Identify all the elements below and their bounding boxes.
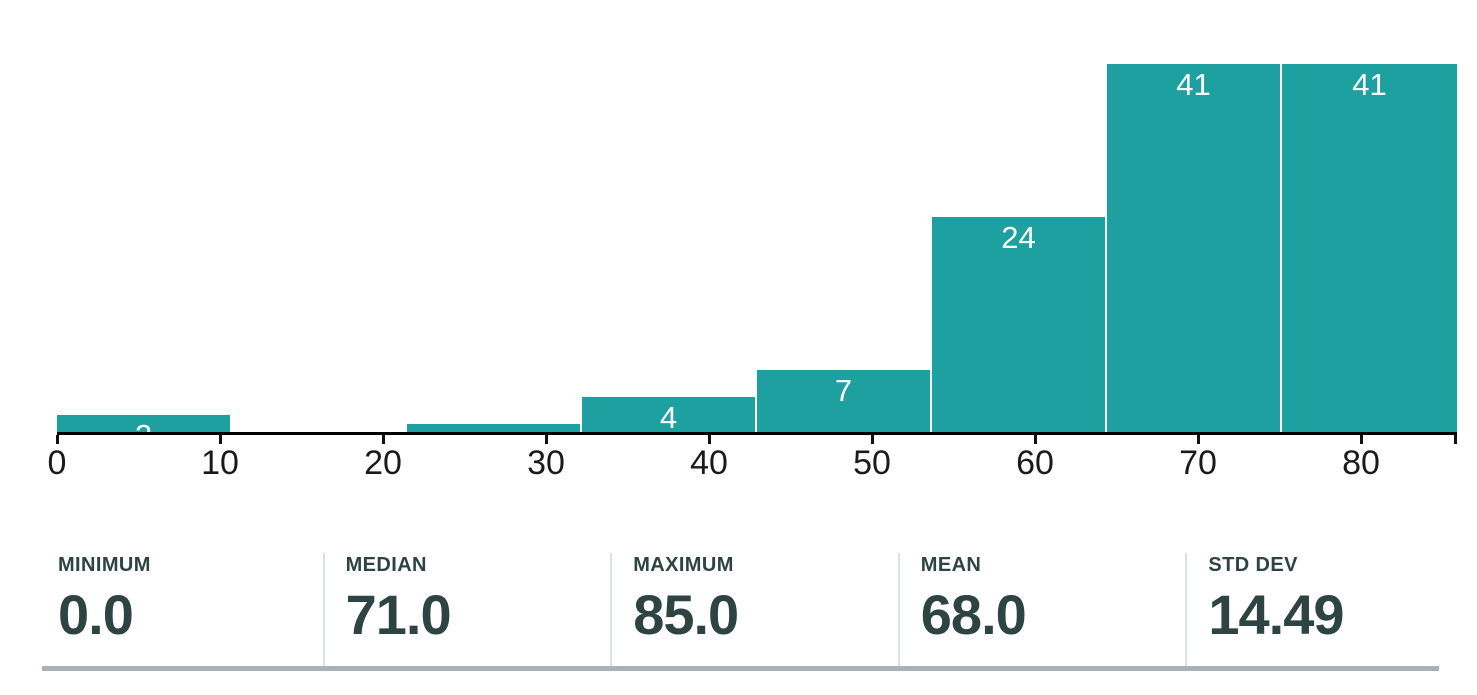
x-axis-tick	[1360, 435, 1363, 444]
x-axis-end-tick	[1454, 435, 1457, 444]
x-tick-label: 70	[1179, 444, 1217, 482]
histogram-bar[interactable]: 2	[57, 415, 230, 433]
bar-value-label: 1	[485, 427, 502, 433]
x-tick-label: 20	[364, 444, 402, 482]
stat-value: 0.0	[58, 583, 134, 646]
x-axis-tick	[1034, 435, 1037, 444]
stat-value: 85.0	[633, 583, 739, 646]
stat-label: MAXIMUM	[633, 554, 734, 576]
x-axis-line	[57, 432, 1457, 435]
bar-value-label: 2	[135, 418, 152, 433]
x-axis-tick	[219, 435, 222, 444]
stat-label: MEDIAN	[345, 554, 427, 576]
stat-label: MEAN	[920, 554, 982, 576]
stat-maximum: MAXIMUM 85.0	[610, 553, 898, 666]
bar-value-label: 7	[834, 373, 853, 408]
horizontal-scrollbar[interactable]	[42, 666, 1439, 671]
summary-stats-row: MINIMUM 0.0 MEDIAN 71.0 MAXIMUM 85.0 MEA…	[38, 553, 1473, 666]
stat-label: MINIMUM	[58, 554, 151, 576]
stat-value: 14.49	[1208, 583, 1344, 646]
x-axis-tick	[871, 435, 874, 444]
stat-minimum: MINIMUM 0.0	[38, 553, 323, 666]
stat-median: MEDIAN 71.0	[322, 553, 611, 666]
x-axis-tick	[1197, 435, 1200, 444]
x-tick-label: 80	[1342, 444, 1380, 482]
histogram-bar[interactable]: 41	[1282, 64, 1457, 433]
histogram-bar[interactable]: 41	[1107, 64, 1280, 433]
bar-value-label: 4	[659, 400, 678, 433]
stat-value: 68.0	[920, 583, 1027, 646]
x-tick-label: 30	[527, 444, 565, 482]
x-tick-label: 60	[1016, 444, 1054, 482]
stat-std-dev: STD DEV 14.49	[1185, 553, 1473, 666]
histogram-bar[interactable]: 4	[582, 397, 755, 433]
x-axis-tick	[545, 435, 548, 444]
x-axis-tick	[708, 435, 711, 444]
bar-value-label: 24	[1001, 220, 1036, 255]
histogram-bar[interactable]: 1	[407, 424, 580, 433]
stat-value: 71.0	[345, 583, 452, 646]
x-axis-tick	[56, 435, 59, 444]
x-tick-label: 50	[853, 444, 891, 482]
histogram-bar[interactable]: 7	[757, 370, 930, 433]
histogram-bar[interactable]: 24	[932, 217, 1105, 433]
x-tick-label: 0	[47, 444, 67, 482]
stat-label: STD DEV	[1208, 554, 1298, 576]
bar-value-label: 41	[1176, 67, 1211, 102]
bar-value-label: 41	[1352, 67, 1387, 102]
stat-mean: MEAN 68.0	[897, 553, 1186, 666]
x-axis-tick	[382, 435, 385, 444]
x-tick-label: 40	[690, 444, 728, 482]
x-tick-label: 10	[201, 444, 239, 482]
